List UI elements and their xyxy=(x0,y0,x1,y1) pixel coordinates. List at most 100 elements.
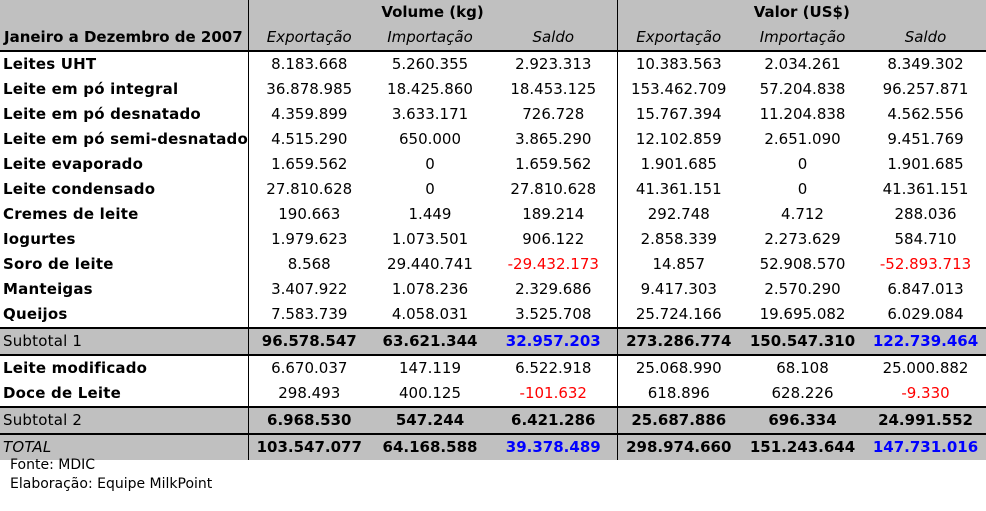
cell-value: 1.901.685 xyxy=(616,152,741,177)
table-row: Doce de Leite 298.493 400.125 -101.632 618.8… xyxy=(0,381,986,407)
header-row-columns: Janeiro a Dezembro de 2007 Exportação Im… xyxy=(0,25,986,52)
col-volume-importacao: Importação xyxy=(370,25,490,52)
cell-value: 147.731.016 xyxy=(865,434,986,460)
cell-value: 68.108 xyxy=(776,359,829,377)
cell-value: 19.695.082 xyxy=(759,305,846,323)
cell-value: 25.687.886 xyxy=(616,406,741,435)
cell-value: 18.425.860 xyxy=(387,80,473,98)
cell-value: 25.068.990 xyxy=(616,355,741,381)
cell-value: 584.710 xyxy=(894,230,957,248)
cell-value: 57.204.838 xyxy=(759,80,846,98)
cell-value: 7.583.739 xyxy=(247,302,370,328)
row-label: Leite em pó semi-desnatado xyxy=(3,130,248,148)
cell-value: 2.329.686 xyxy=(515,280,592,298)
table-row: Leite modificado 6.670.037 147.119 6.522.91… xyxy=(0,355,986,381)
cell-value: 273.286.774 xyxy=(616,327,741,356)
row-label: Leite condensado xyxy=(3,180,156,198)
cell-value: -29.432.173 xyxy=(507,255,599,273)
col-valor-importacao: Importação xyxy=(740,25,866,52)
cell-value: 2.273.629 xyxy=(764,230,841,248)
cell-value: 64.168.588 xyxy=(370,434,490,460)
table-row: Cremes de leite 190.663 1.449 189.214 292.74… xyxy=(0,202,986,227)
cell-value: 8.568 xyxy=(247,252,370,277)
cell-value: 29.440.741 xyxy=(387,255,473,273)
cell-value: 0 xyxy=(425,155,435,173)
cell-value: 6.670.037 xyxy=(247,355,370,381)
cell-value: 628.226 xyxy=(771,384,834,402)
row-label: Leite em pó integral xyxy=(3,80,179,98)
row-label: Iogurtes xyxy=(3,230,76,248)
cell-value: 147.119 xyxy=(398,359,462,377)
cell-value: 15.767.394 xyxy=(616,102,741,127)
cell-value: 2.651.090 xyxy=(764,130,841,148)
cell-value: 1.659.562 xyxy=(515,155,592,173)
cell-value: 2.858.339 xyxy=(616,227,741,252)
table-row: Manteigas 3.407.922 1.078.236 2.329.686 9.41… xyxy=(0,277,986,302)
cell-value: 0 xyxy=(797,180,808,198)
cell-value: 4.712 xyxy=(781,205,824,223)
cell-value: 2.034.261 xyxy=(764,55,841,73)
volume-group-header: Volume (kg) xyxy=(247,0,618,25)
cell-value: 10.383.563 xyxy=(616,51,741,77)
cell-value: 618.896 xyxy=(616,381,741,407)
table-row: Soro de leite 8.568 29.440.741 -29.432.173 1… xyxy=(0,252,986,277)
cell-value: -101.632 xyxy=(519,384,587,402)
cell-value: 6.847.013 xyxy=(887,280,964,298)
cell-value: 190.663 xyxy=(247,202,370,227)
cell-value: 4.359.899 xyxy=(247,102,370,127)
cell-value: 1.659.562 xyxy=(247,152,370,177)
cell-value: 0 xyxy=(425,180,435,198)
cell-value: 6.421.286 xyxy=(490,406,618,435)
cell-value: 18.453.125 xyxy=(510,80,597,98)
cell-value: 726.728 xyxy=(522,105,585,123)
cell-value: 650.000 xyxy=(398,130,462,148)
cell-value: 32.957.203 xyxy=(490,327,618,356)
col-volume-exportacao: Exportação xyxy=(247,25,370,52)
period-header: Janeiro a Dezembro de 2007 xyxy=(0,25,248,52)
cell-value: -52.893.713 xyxy=(879,255,972,273)
col-valor-saldo: Saldo xyxy=(865,25,986,52)
cell-value: 153.462.709 xyxy=(616,77,741,102)
subtotal-row: Subtotal 1 96.578.547 63.621.344 32.957.203… xyxy=(0,327,986,356)
col-valor-exportacao: Exportação xyxy=(616,25,741,52)
cell-value: 3.525.708 xyxy=(515,305,592,323)
cell-value: 1.449 xyxy=(408,205,452,223)
cell-value: 27.810.628 xyxy=(247,177,370,202)
cell-value: 288.036 xyxy=(894,205,957,223)
cell-value: 63.621.344 xyxy=(370,327,490,356)
cell-value: 151.243.644 xyxy=(740,434,866,460)
cell-value: 8.349.302 xyxy=(887,55,964,73)
table-row: Queijos 7.583.739 4.058.031 3.525.708 25.724… xyxy=(0,302,986,328)
col-volume-saldo: Saldo xyxy=(490,25,618,52)
credit-note: Elaboração: Equipe MilkPoint xyxy=(10,476,213,492)
footer: Fonte: MDIC Elaboração: Equipe MilkPoint xyxy=(10,456,212,494)
cell-value: 6.029.084 xyxy=(887,305,964,323)
cell-value: 14.857 xyxy=(616,252,741,277)
table-row: Leite condensado 27.810.628 0 27.810.628 41.… xyxy=(0,177,986,202)
valor-group-header: Valor (US$) xyxy=(616,0,986,25)
subtotal-row: Subtotal 2 6.968.530 547.244 6.421.286 25.68… xyxy=(0,406,986,435)
cell-value: 27.810.628 xyxy=(510,180,597,198)
cell-value: 52.908.570 xyxy=(759,255,846,273)
cell-value: 5.260.355 xyxy=(391,55,469,73)
cell-value: 96.578.547 xyxy=(247,327,370,356)
cell-value: 2.923.313 xyxy=(515,55,592,73)
cell-value: 6.968.530 xyxy=(247,406,370,435)
cell-value: 906.122 xyxy=(522,230,585,248)
cell-value: 12.102.859 xyxy=(616,127,741,152)
table-row: Leite evaporado 1.659.562 0 1.659.562 1.901.… xyxy=(0,152,986,177)
row-label: Subtotal 1 xyxy=(0,327,248,356)
cell-value: 1.073.501 xyxy=(391,230,469,248)
cell-value: -9.330 xyxy=(901,384,950,402)
cell-value: 2.570.290 xyxy=(764,280,841,298)
header-row-groups: Volume (kg) Valor (US$) xyxy=(0,0,986,25)
dairy-trade-table: Volume (kg) Valor (US$) Janeiro a Dezemb… xyxy=(0,0,986,460)
cell-value: 1.979.623 xyxy=(247,227,370,252)
total-row: TOTAL 103.547.077 64.168.588 39.378.489 298.… xyxy=(0,434,986,460)
cell-value: 150.547.310 xyxy=(740,327,866,356)
cell-value: 292.748 xyxy=(616,202,741,227)
cell-value: 4.058.031 xyxy=(391,305,469,323)
row-label: Soro de leite xyxy=(3,255,114,273)
row-label: Cremes de leite xyxy=(3,205,139,223)
cell-value: 41.361.151 xyxy=(882,180,969,198)
